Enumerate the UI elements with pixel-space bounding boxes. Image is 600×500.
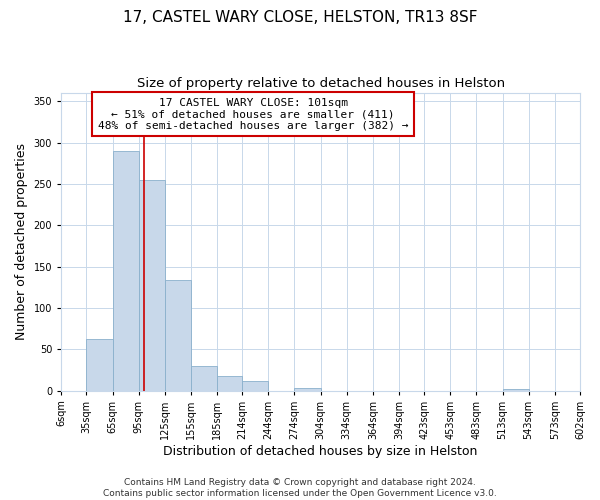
Text: 17, CASTEL WARY CLOSE, HELSTON, TR13 8SF: 17, CASTEL WARY CLOSE, HELSTON, TR13 8SF <box>123 10 477 25</box>
X-axis label: Distribution of detached houses by size in Helston: Distribution of detached houses by size … <box>163 444 478 458</box>
Bar <box>503 389 529 390</box>
Bar <box>86 340 113 390</box>
Bar <box>165 280 191 390</box>
Bar <box>295 388 320 390</box>
Title: Size of property relative to detached houses in Helston: Size of property relative to detached ho… <box>137 78 505 90</box>
Bar <box>113 151 139 390</box>
Bar <box>191 366 217 390</box>
Bar <box>217 376 242 390</box>
Bar <box>139 180 165 390</box>
Bar <box>242 382 268 390</box>
Y-axis label: Number of detached properties: Number of detached properties <box>15 144 28 340</box>
Text: Contains HM Land Registry data © Crown copyright and database right 2024.
Contai: Contains HM Land Registry data © Crown c… <box>103 478 497 498</box>
Text: 17 CASTEL WARY CLOSE: 101sqm
← 51% of detached houses are smaller (411)
48% of s: 17 CASTEL WARY CLOSE: 101sqm ← 51% of de… <box>98 98 409 130</box>
